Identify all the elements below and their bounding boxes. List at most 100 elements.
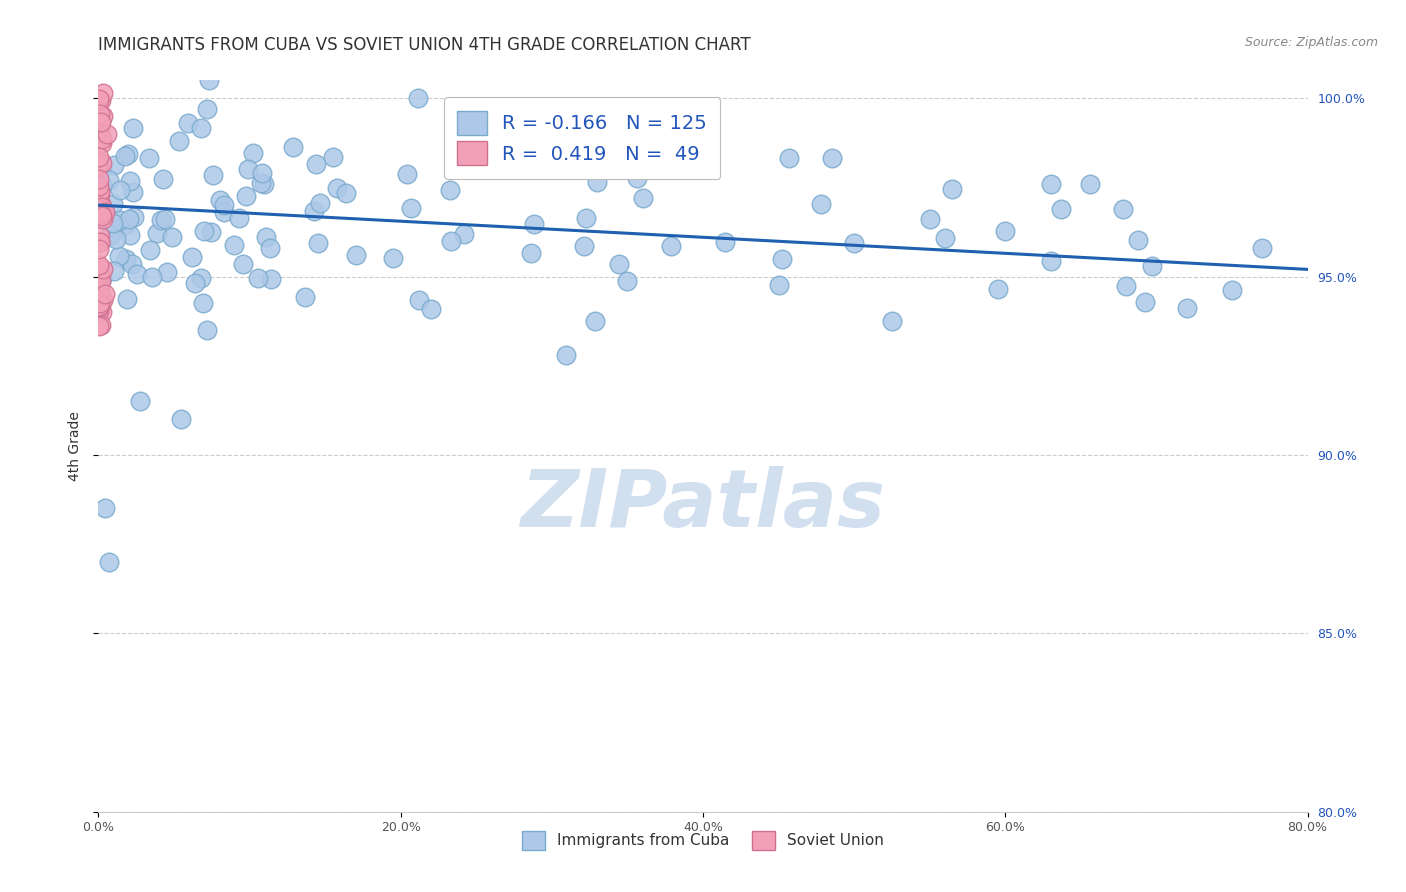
Point [162,230,184,244]
Point [235,189,257,203]
Point [90,178,112,192]
Point [250,176,273,190]
Point [713,235,735,249]
Point [208,193,231,207]
Point [583,314,606,328]
Point [607,257,630,271]
Point [87,159,110,173]
Point [1040,254,1063,268]
Point [195,102,218,116]
Point [90,197,112,211]
Point [659,238,682,252]
Point [177,116,200,130]
Point [91,206,114,220]
Point [253,177,276,191]
Point [89,150,111,164]
Point [101,197,124,211]
Text: IMMIGRANTS FROM CUBA VS SOVIET UNION 4TH GRADE CORRELATION CHART: IMMIGRANTS FROM CUBA VS SOVIET UNION 4TH… [98,36,751,54]
Point [87,178,110,193]
Point [98,229,121,244]
Point [1175,301,1198,315]
Legend: Immigrants from Cuba, Soviet Union: Immigrants from Cuba, Soviet Union [513,822,893,859]
Point [309,195,332,210]
Point [941,181,963,195]
Point [96,127,118,141]
Point [212,204,235,219]
Point [768,278,790,293]
Point [1251,241,1274,255]
Point [167,134,190,148]
Point [87,258,110,272]
Point [1080,177,1102,191]
Point [108,249,131,263]
Point [122,121,145,136]
Point [91,262,114,277]
Point [335,186,357,201]
Point [94,204,117,219]
Point [90,93,112,107]
Point [156,265,179,279]
Point [121,257,143,271]
Point [91,161,114,175]
Point [108,183,131,197]
Point [1050,202,1073,216]
Point [89,228,111,243]
Point [91,136,114,150]
Point [150,212,173,227]
Point [520,246,543,260]
Point [118,227,141,242]
Point [90,115,112,129]
Point [626,170,648,185]
Point [236,162,259,177]
Point [101,216,124,230]
Point [170,412,193,426]
Point [115,292,138,306]
Point [770,252,793,266]
Point [616,274,638,288]
Point [89,186,111,201]
Point [90,318,112,332]
Point [89,107,111,121]
Point [322,150,344,164]
Point [122,186,145,200]
Point [117,146,139,161]
Point [98,172,121,186]
Point [420,301,443,316]
Point [633,191,655,205]
Point [193,224,215,238]
Point [118,212,141,227]
Point [439,183,461,197]
Point [190,120,212,135]
Point [259,241,281,255]
Point [89,284,111,298]
Point [1039,178,1062,192]
Point [880,314,903,328]
Point [89,126,111,140]
Point [87,301,110,316]
Point [326,181,349,195]
Point [93,211,115,226]
Point [224,238,246,252]
Point [294,290,316,304]
Point [572,239,595,253]
Point [382,251,405,265]
Y-axis label: 4th Grade: 4th Grade [67,411,82,481]
Point [89,92,111,106]
Point [247,271,270,285]
Point [89,299,111,313]
Point [934,231,956,245]
Point [214,197,236,211]
Point [145,226,167,240]
Point [90,156,112,170]
Point [129,394,152,409]
Point [90,209,112,223]
Point [152,171,174,186]
Point [440,235,463,249]
Point [184,276,207,290]
Point [103,264,125,278]
Point [1126,233,1149,247]
Point [87,243,110,257]
Point [91,132,114,146]
Point [994,224,1017,238]
Point [1140,259,1163,273]
